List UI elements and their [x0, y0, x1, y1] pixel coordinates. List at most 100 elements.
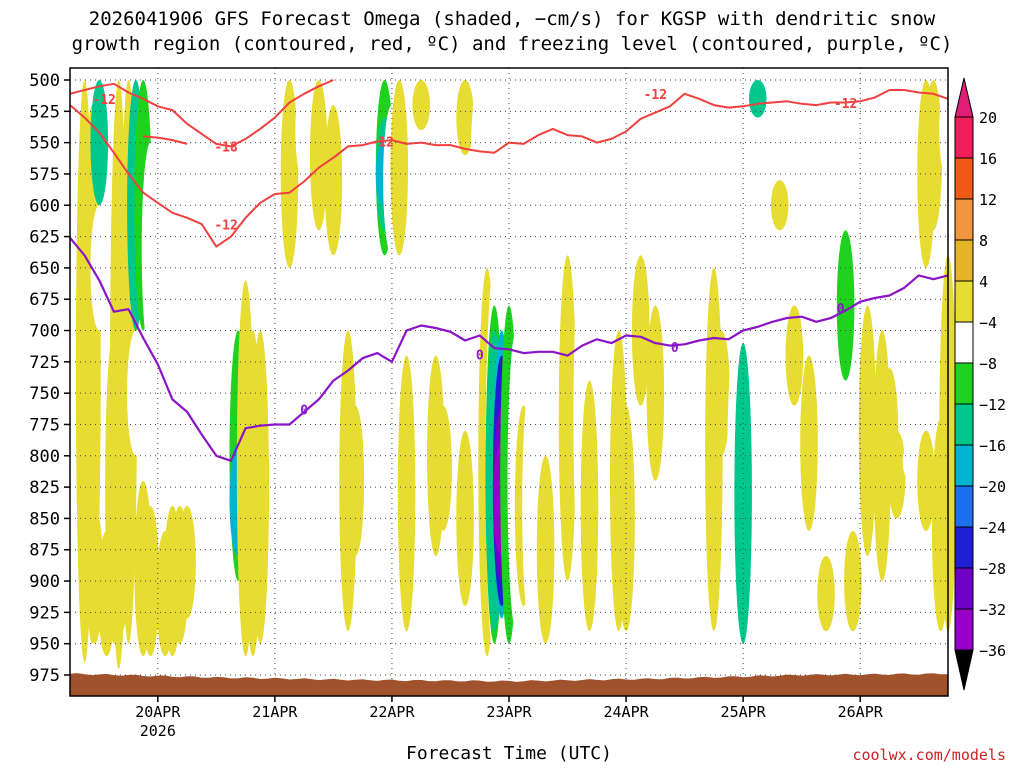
y-tick-label: 725 [29, 353, 60, 373]
colorbar-swatch [954, 198, 974, 241]
omega-cell [397, 355, 416, 632]
y-tick-label: 600 [29, 196, 60, 216]
omega-cell [748, 80, 767, 118]
omega-cell [295, 80, 313, 181]
contour-label: -12 [214, 218, 237, 233]
x-tick-label: 25APR [721, 703, 767, 721]
x-tick-sublabel: 2026 [140, 722, 176, 740]
omega-cell [558, 255, 577, 582]
y-tick-label: 900 [29, 572, 60, 592]
omega-cell [346, 405, 365, 556]
colorbar-swatch [954, 526, 974, 569]
x-axis-label: Forecast Time (UTC) [406, 743, 612, 764]
contour-label: 0 [300, 404, 308, 419]
omega-cell [844, 530, 862, 632]
colorbar-swatch [954, 280, 974, 323]
colorbar-label: −20 [979, 478, 1006, 496]
chart-title-line-1: 2026041906 GFS Forecast Omega (shaded, −… [88, 8, 936, 30]
y-tick-label: 625 [29, 228, 60, 248]
colorbar-label: −36 [979, 642, 1006, 660]
colorbar-swatch [954, 239, 974, 282]
omega-cell [858, 305, 877, 556]
omega-cell [902, 443, 921, 481]
contour-lines: -12 -18 -12 -12 -12 -12 0 0 0 0 [69, 79, 949, 462]
colorbar-swatch [954, 485, 974, 528]
omega-cell [178, 505, 196, 619]
y-tick-label: 875 [29, 541, 60, 561]
contour-label: -12 [92, 93, 115, 108]
colorbar-swatch [954, 608, 974, 651]
dgz-contour-minus12-upper [69, 79, 334, 148]
colorbar-label: −8 [979, 355, 997, 373]
omega-cell [309, 80, 328, 231]
colorbar-swatch [954, 157, 974, 200]
colorbar-label: −32 [979, 601, 1006, 619]
colorbar-swatch [954, 403, 974, 446]
colorbar-label: −12 [979, 396, 1006, 414]
ground-terrain [70, 673, 948, 696]
y-tick-label: 750 [29, 384, 60, 404]
omega-cell [324, 105, 343, 256]
contour-label: 0 [837, 302, 845, 317]
colorbar: 20 16 12 8 4 −4 −8 −12 −16 −20 −24 −28 −32 −36 [954, 77, 1006, 691]
colorbar-swatch [954, 362, 974, 405]
colorbar-arrow-bottom [954, 649, 974, 691]
y-tick-label: 650 [29, 259, 60, 279]
x-tick-label: 24APR [603, 703, 649, 721]
colorbar-swatch [954, 567, 974, 610]
colorbar-label: −24 [979, 519, 1006, 537]
y-tick-label: 575 [29, 165, 60, 185]
colorbar-label: −16 [979, 437, 1006, 455]
x-tick-label: 26APR [838, 703, 884, 721]
omega-cell [149, 180, 167, 406]
contour-label: -12 [644, 88, 667, 103]
omega-cell [434, 405, 452, 531]
chart-title-line-2: growth region (contoured, red, ºC) and f… [71, 33, 953, 55]
freezing-level-contour [69, 237, 949, 462]
contour-label: 0 [671, 341, 679, 356]
y-tick-label: 775 [29, 415, 60, 435]
omega-cell [522, 380, 540, 632]
omega-cell [295, 518, 313, 644]
y-tick-label: 500 [29, 71, 60, 91]
contour-label: -12 [370, 136, 393, 151]
x-tick-label: 22APR [369, 703, 415, 721]
credit-link[interactable]: coolwx.com/models [852, 746, 1006, 764]
omega-cell [800, 355, 818, 531]
y-tick-label: 925 [29, 603, 60, 623]
contour-label: -12 [834, 97, 857, 112]
omega-cell [580, 380, 599, 632]
contour-label: -18 [214, 141, 238, 156]
omega-cell [785, 305, 804, 406]
y-tick-label: 950 [29, 635, 60, 655]
colorbar-label: 20 [979, 109, 997, 127]
omega-cell [456, 80, 474, 156]
omega-cell [412, 80, 430, 131]
omega-cell [770, 180, 789, 231]
omega-cell [924, 130, 943, 181]
omega-cell [748, 117, 767, 156]
omega-cell [836, 230, 855, 381]
dgz-contour-minus18 [143, 135, 188, 145]
colorbar-arrow-top [954, 77, 974, 118]
omega-cell [229, 130, 248, 306]
omega-cell [90, 205, 109, 331]
x-tick-label: 21APR [252, 703, 298, 721]
x-tick-label: 23APR [486, 703, 532, 721]
omega-cell [390, 79, 409, 256]
dgz-contour-minus12 [69, 89, 949, 248]
colorbar-label: −4 [979, 314, 997, 332]
y-tick-label: 700 [29, 322, 60, 342]
y-tick-label: 675 [29, 290, 60, 310]
omega-cell [192, 80, 211, 206]
colorbar-label: 4 [979, 273, 988, 291]
colorbar-label: 16 [979, 150, 997, 168]
colorbar-swatch [954, 321, 974, 364]
x-tick-label: 20APR [135, 703, 181, 721]
omega-cell [888, 430, 906, 519]
colorbar-label: 8 [979, 232, 988, 250]
omega-cell [683, 255, 701, 331]
omega-cell [851, 105, 869, 206]
omega-cell [280, 80, 299, 268]
